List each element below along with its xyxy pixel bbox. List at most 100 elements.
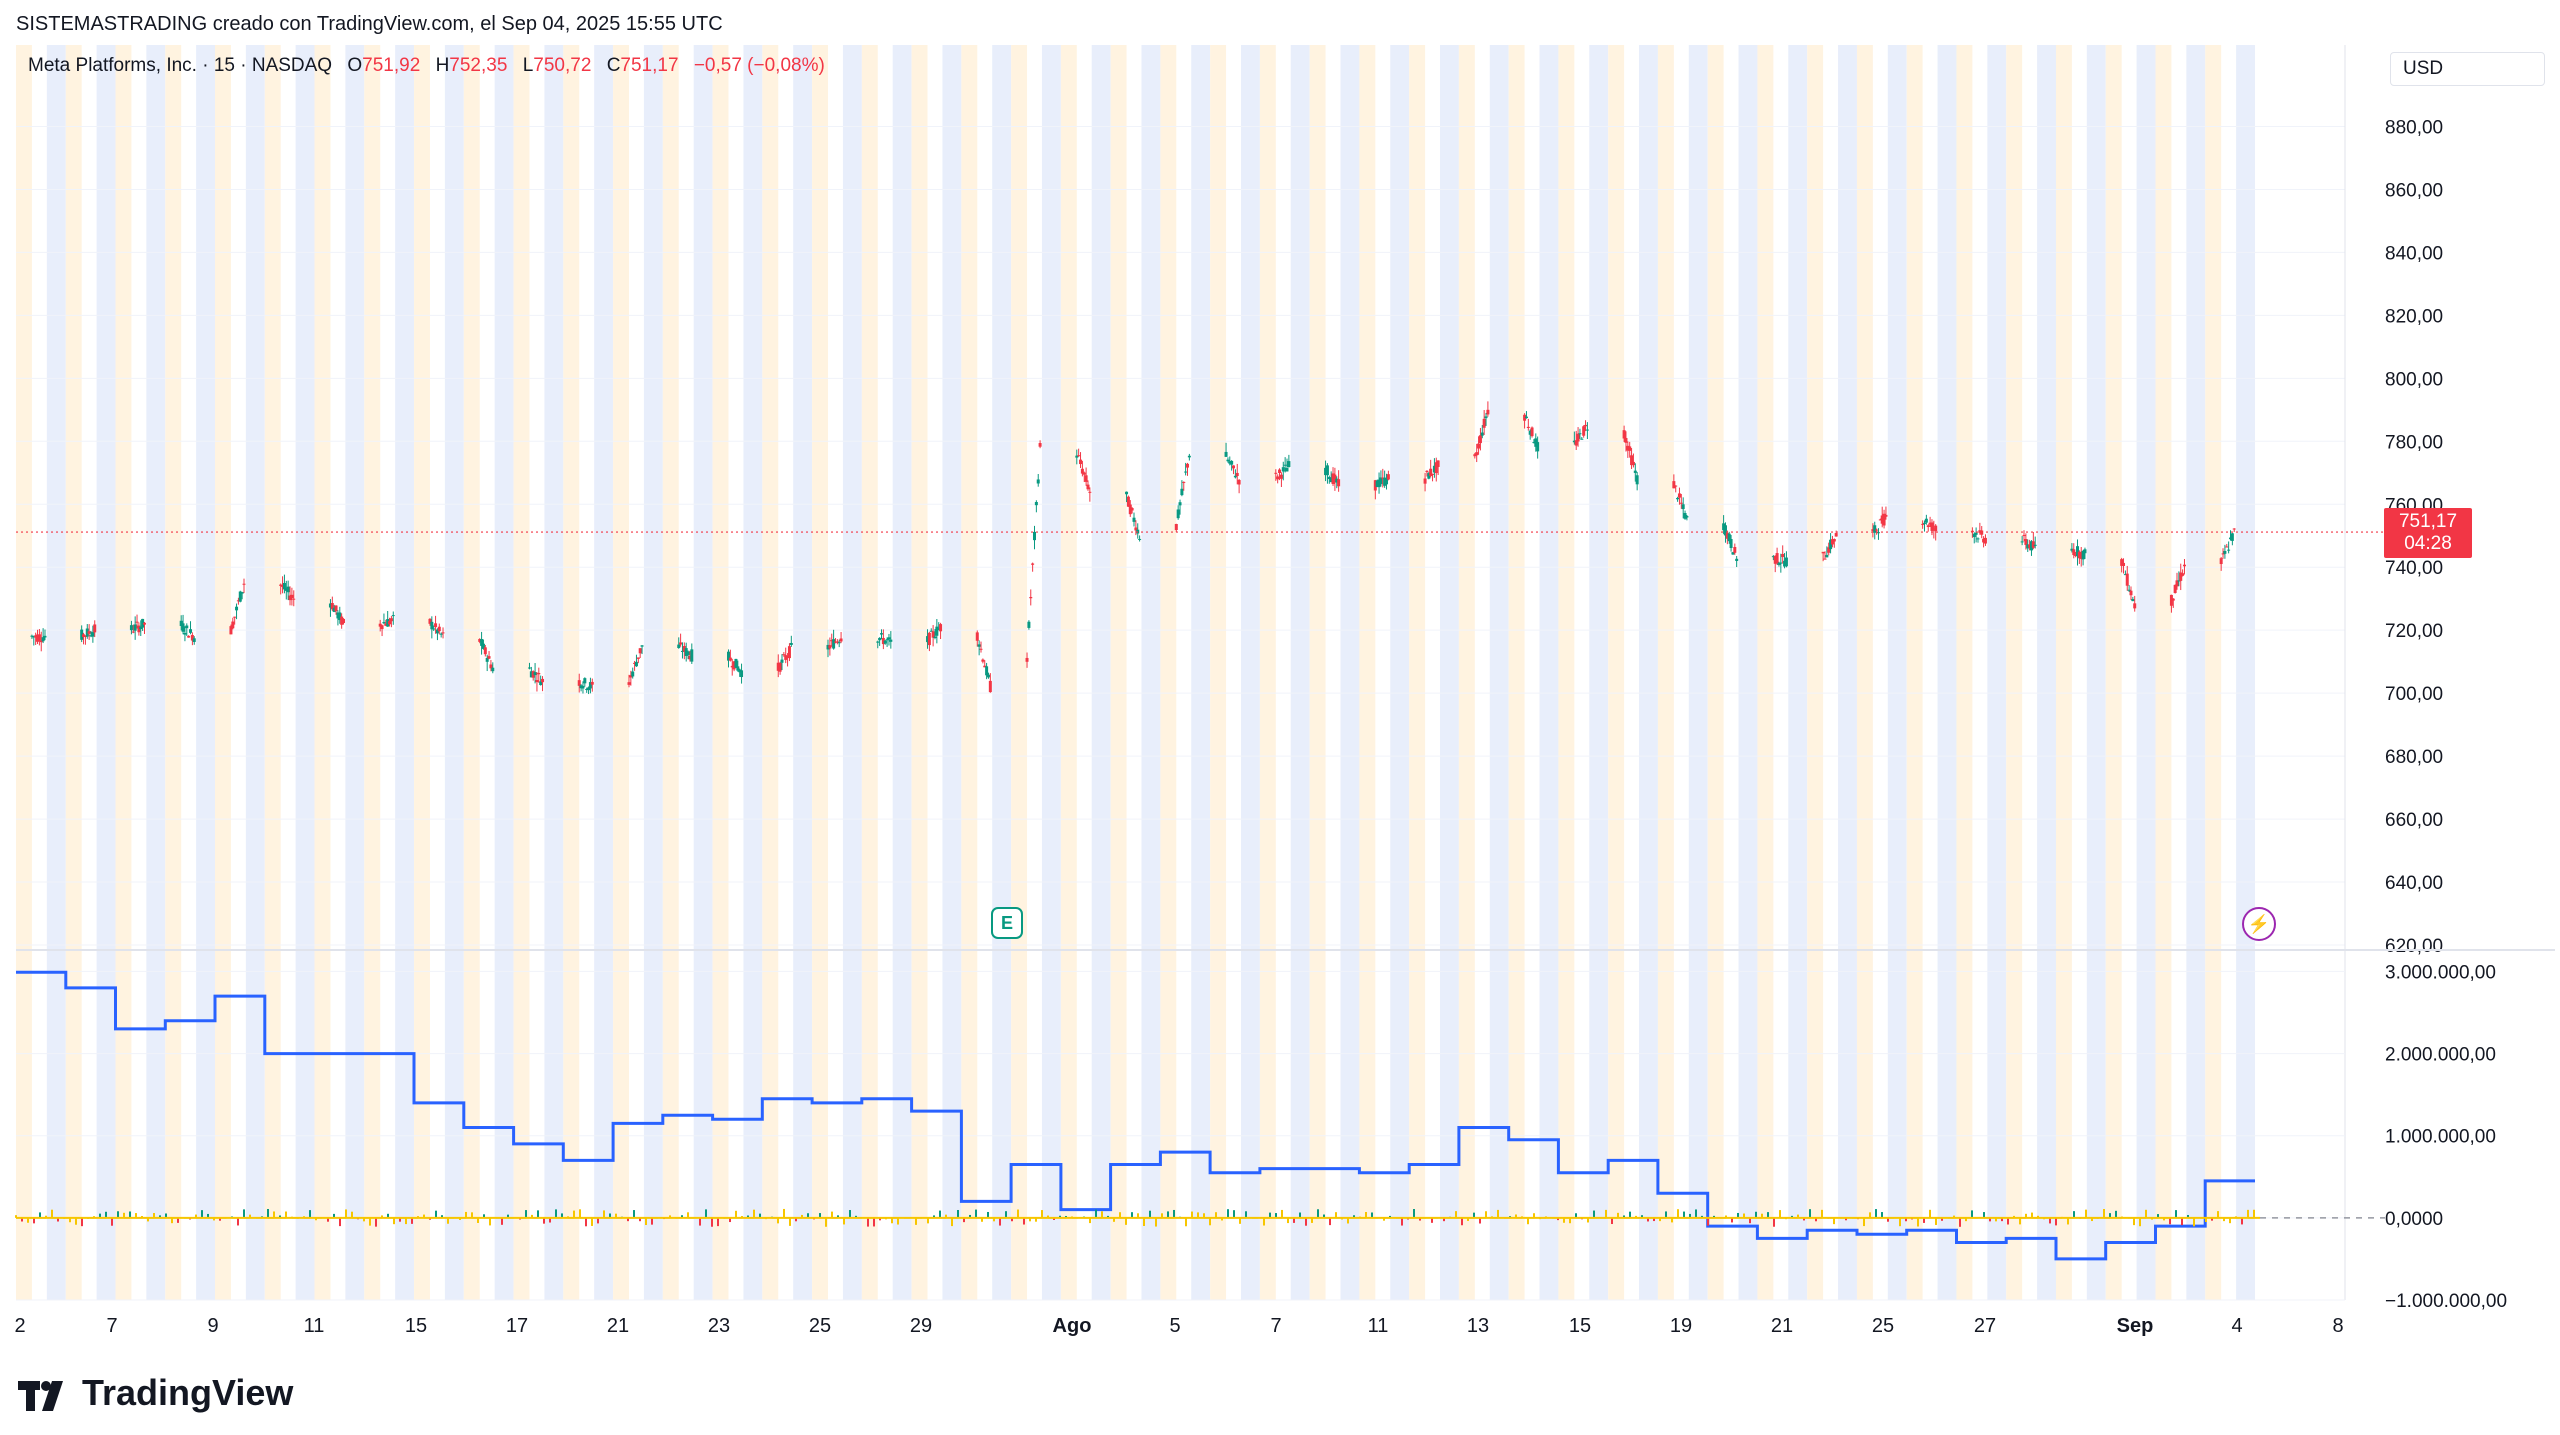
- price-candle: [1585, 429, 1589, 431]
- price-candle: [388, 621, 392, 625]
- price-candle: [728, 657, 732, 661]
- session-band-premarket: [1458, 45, 1475, 1300]
- session-band-premarket: [911, 45, 928, 1300]
- price-candle: [786, 655, 790, 658]
- price-candle: [1427, 473, 1431, 479]
- price-candle: [1735, 558, 1739, 561]
- session-band-postmarket: [295, 45, 315, 1300]
- price-candle: [1232, 465, 1236, 469]
- time-axis-tick: Ago: [1053, 1315, 1092, 1337]
- price-candle: [1631, 461, 1635, 466]
- price-axis-tick: 720,00: [2385, 621, 2443, 642]
- price-axis-tick: 880,00: [2385, 117, 2443, 138]
- price-candle: [281, 584, 285, 587]
- dividend-bolt-icon[interactable]: ⚡: [2242, 907, 2276, 941]
- price-candle: [929, 630, 933, 632]
- price-candle: [1333, 474, 1337, 483]
- price-candle: [83, 635, 87, 637]
- oscillator-axis: 3.000.000,00 2.000.000,00 1.000.000,00 0,00…: [16, 962, 2507, 1312]
- price-candle: [1283, 464, 1287, 466]
- price-candle: [328, 603, 332, 608]
- price-candle: [1580, 438, 1584, 440]
- session-band-premarket: [463, 45, 480, 1300]
- session-band-premarket: [1608, 45, 1625, 1300]
- price-axis-tick: 800,00: [2385, 369, 2443, 390]
- session-band-premarket: [1210, 45, 1227, 1300]
- price-candle: [986, 674, 990, 678]
- price-candle: [235, 606, 239, 611]
- price-candle: [1779, 562, 1783, 564]
- price-candle: [1425, 470, 1429, 473]
- currency-selector[interactable]: USD: [2390, 52, 2545, 86]
- price-candle: [2179, 572, 2183, 581]
- price-candle: [1628, 446, 1632, 451]
- price-candle: [1976, 538, 1980, 540]
- price-candle: [682, 646, 686, 652]
- price-candle: [927, 632, 931, 646]
- price-candle: [975, 632, 979, 641]
- price-candle: [740, 670, 744, 678]
- price-candle: [89, 635, 93, 637]
- price-candle: [1777, 563, 1781, 565]
- session-band-postmarket: [1390, 45, 1410, 1300]
- legend-low-value: 750,72: [533, 55, 592, 76]
- price-candle: [1871, 529, 1875, 532]
- price-candle: [1278, 469, 1282, 473]
- earnings-icon[interactable]: E: [991, 907, 1023, 939]
- time-axis-tick: 9: [207, 1315, 218, 1337]
- price-candle: [1674, 485, 1678, 487]
- chart-attribution: SISTEMASTRADING creado con TradingView.c…: [16, 13, 723, 35]
- session-band-premarket: [2105, 45, 2122, 1300]
- price-candle: [782, 654, 786, 656]
- price-candle: [1281, 467, 1285, 472]
- price-candle: [1635, 475, 1639, 485]
- session-band-premarket: [1110, 45, 1127, 1300]
- price-candle: [2031, 541, 2035, 548]
- price-candle: [2033, 544, 2037, 546]
- price-candle: [1626, 445, 1630, 451]
- price-candle: [1972, 533, 1976, 538]
- price-candle: [279, 584, 283, 586]
- price-candle: [879, 633, 883, 635]
- session-band-premarket: [1060, 45, 1077, 1300]
- price-candle: [588, 682, 592, 689]
- price-candle: [1873, 525, 1877, 533]
- price-candle: [231, 621, 235, 629]
- tradingview-logo[interactable]: TradingView: [18, 1372, 293, 1414]
- time-axis-tick: 15: [405, 1315, 427, 1337]
- price-candle: [2173, 584, 2177, 593]
- session-band-postmarket: [1539, 45, 1559, 1300]
- price-candle: [826, 644, 830, 650]
- price-candle: [1681, 504, 1685, 510]
- session-band-postmarket: [345, 45, 365, 1300]
- price-candle: [531, 671, 535, 678]
- price-candle: [1327, 477, 1331, 479]
- price-candle: [1088, 491, 1092, 493]
- price-candle: [1622, 430, 1626, 439]
- price-candle: [1572, 440, 1576, 443]
- session-band-postmarket: [892, 45, 912, 1300]
- price-candle: [885, 639, 889, 641]
- session-band-premarket: [961, 45, 978, 1300]
- legend-symbol[interactable]: Meta Platforms, Inc. · 15 · NASDAQ: [28, 55, 333, 76]
- price-candle: [577, 680, 581, 686]
- price-candle: [640, 645, 644, 647]
- oscillator-axis-tick: 1.000.000,00: [2385, 1127, 2496, 1148]
- session-band-premarket: [264, 45, 281, 1300]
- price-candle: [1974, 532, 1978, 535]
- session-band-premarket: [1707, 45, 1724, 1300]
- price-candle: [43, 635, 47, 638]
- session-band-postmarket: [1191, 45, 1211, 1300]
- price-candle: [1880, 515, 1884, 524]
- price-candle: [141, 618, 145, 628]
- oscillator-axis-tick: 3.000.000,00: [2385, 962, 2496, 983]
- price-candle: [2070, 548, 2074, 551]
- price-candle: [1926, 525, 1930, 528]
- price-candle: [2133, 603, 2137, 609]
- price-candle: [1423, 478, 1427, 484]
- time-axis-tick: 4: [2231, 1315, 2242, 1337]
- price-candle: [780, 659, 784, 663]
- price-candle: [883, 640, 887, 644]
- price-candle: [2182, 564, 2186, 567]
